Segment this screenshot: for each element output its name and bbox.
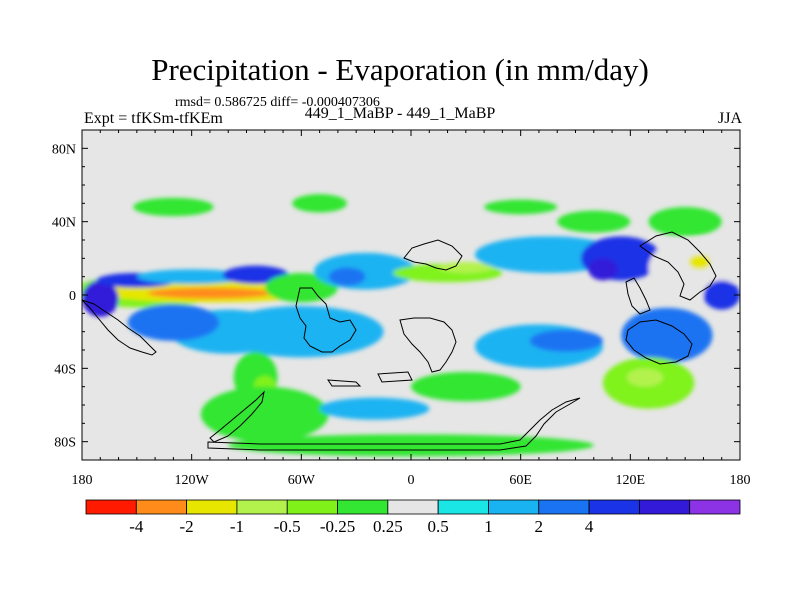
coast-north-america <box>82 299 157 356</box>
coast-south-america <box>295 287 357 353</box>
field-region-16 <box>688 254 711 270</box>
y-tick-label-1: 40N <box>52 216 76 231</box>
field-region-34 <box>484 199 558 215</box>
colorbar-label-9: 4 <box>585 517 594 536</box>
coast-antarctic-peninsula <box>209 390 265 443</box>
coast-small-island-2 <box>377 371 413 383</box>
colorbar-box-1 <box>135 499 188 515</box>
coast-antarctica <box>207 397 581 451</box>
colorbar-label-3: -0.5 <box>274 517 301 536</box>
colorbar-box-6 <box>387 499 439 515</box>
field-region-31 <box>228 434 594 457</box>
colorbar-box-10 <box>588 499 640 515</box>
colorbar-label-1: -2 <box>180 517 194 536</box>
field-region-2 <box>147 287 273 299</box>
x-tick-label-6: 180 <box>730 473 751 488</box>
experiment-label: Expt = tfKSm-tfKEm <box>84 110 223 127</box>
colorbar-box-3 <box>236 499 288 515</box>
field-region-9 <box>328 267 366 286</box>
field-region-20 <box>127 304 220 341</box>
coast-australia <box>625 319 693 365</box>
x-tick-label-3: 0 <box>408 473 415 488</box>
season-label: JJA <box>717 110 742 127</box>
case-label: 449_1_MaBP - 449_1_MaBP <box>304 105 496 122</box>
colorbar-box-11 <box>638 499 691 515</box>
colorbar-label-8: 2 <box>535 517 544 536</box>
colorbar-label-2: -1 <box>230 517 244 536</box>
field-region-3 <box>82 280 119 317</box>
field-region-35 <box>557 210 631 233</box>
coastlines <box>82 231 717 451</box>
field-region-5 <box>136 269 247 284</box>
colorbar-box-12 <box>689 499 741 515</box>
x-axis-ticks: 180 120W 60W 0 60E 120E 180 <box>72 130 751 488</box>
field-region-33 <box>292 194 348 213</box>
coast-europe-asia <box>403 239 463 271</box>
field-region-30 <box>319 397 430 420</box>
field-region-23 <box>621 307 713 363</box>
coast-africa <box>399 317 457 373</box>
colorbar-label-4: -0.25 <box>320 517 355 536</box>
stats-label: rmsd= 0.586725 diff= -0.000407306 <box>175 95 380 110</box>
field-region-22 <box>529 329 603 352</box>
colorbar-box-2 <box>186 499 238 515</box>
y-tick-label-0: 80N <box>52 142 76 157</box>
y-axis-ticks: 80N 40N 0 40S 80S <box>52 129 740 461</box>
field-region-26 <box>200 386 329 442</box>
field-region-17 <box>703 280 740 310</box>
colorbar-label-0: -4 <box>129 517 144 536</box>
coast-indonesia <box>625 277 651 315</box>
x-tick-label-4: 60E <box>509 473 532 488</box>
colorbar-label-6: 0.5 <box>428 517 449 536</box>
colorbar-box-0 <box>85 499 137 515</box>
coast-small-island <box>327 379 362 387</box>
x-tick-label-5: 120E <box>616 473 646 488</box>
field-region-14 <box>588 258 618 281</box>
colorbar: -4 -2 -1 -0.5 -0.25 0.25 0.5 1 2 4 <box>85 499 741 536</box>
y-tick-label-2: 0 <box>69 289 76 304</box>
coast-east-asia <box>639 231 717 301</box>
colorbar-box-8 <box>488 499 540 515</box>
field-region-28 <box>626 368 664 387</box>
chart-title: Precipitation - Evaporation (in mm/day) <box>151 52 649 87</box>
x-tick-label-2: 60W <box>288 473 316 488</box>
x-tick-label-0: 180 <box>72 473 93 488</box>
colorbar-box-5 <box>337 499 389 515</box>
field-region-36 <box>648 207 722 237</box>
field-region-32 <box>133 197 214 217</box>
colorbar-box-4 <box>286 499 338 515</box>
field-region-29 <box>411 372 521 402</box>
colorbar-label-5: 0.25 <box>373 517 403 536</box>
field-region-11 <box>438 262 494 273</box>
colorbar-box-9 <box>538 499 590 515</box>
y-tick-label-4: 80S <box>54 436 76 451</box>
x-tick-label-1: 120W <box>175 473 210 488</box>
colorbar-box-7 <box>437 499 489 515</box>
colorbar-label-7: 1 <box>484 517 493 536</box>
y-tick-label-3: 40S <box>54 362 76 377</box>
